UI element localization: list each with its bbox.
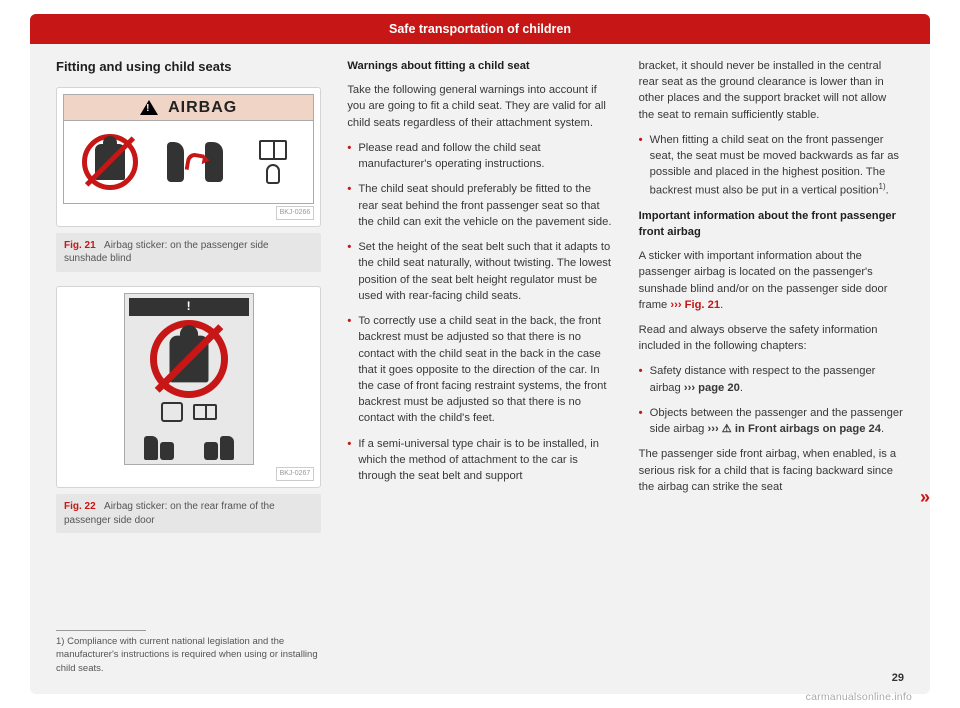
mini-seat-right-icon [197, 426, 241, 460]
col3-bullet-1: When fitting a child seat on the front p… [639, 132, 904, 199]
fig22-read-row [161, 402, 217, 422]
column-3: bracket, it should never be installed in… [639, 58, 904, 684]
fig22-caption-text: Airbag sticker: on the rear frame of the… [64, 501, 275, 526]
prohibit-child-seat-icon [82, 134, 138, 190]
pointing-hand-icon [266, 164, 280, 184]
airbag-label: AIRBAG [168, 96, 237, 119]
col3-subhead: Important information about the front pa… [639, 208, 904, 240]
fig21-caption: Fig. 21 Airbag sticker: on the passenger… [56, 233, 321, 272]
col2-intro: Take the following general warnings into… [347, 82, 612, 131]
col3-bullet-2: Safety distance with respect to the pass… [639, 363, 904, 395]
col3-p4: The passenger side front airbag, when en… [639, 446, 904, 495]
footnote-rule [56, 630, 146, 631]
col2-bullet-2: The child seat should preferably be fitt… [347, 181, 612, 230]
figure-22-box: BKJ-0267 [56, 286, 321, 488]
footnote-text: Compliance with current national legisla… [56, 636, 318, 674]
figure-21-box: AIRBAG BKJ-0266 [56, 87, 321, 227]
continuation-mark: » [920, 487, 930, 508]
col3-p3: Read and always observe the safety infor… [639, 322, 904, 354]
mini-seat-left-icon [137, 426, 181, 460]
col2-subhead: Warnings about fitting a child seat [347, 58, 612, 74]
col3-b1-sup: 1) [879, 182, 886, 191]
footnote-marker: 1) [56, 636, 64, 647]
col3-p2-ref: ››› Fig. 21 [670, 299, 720, 311]
content-area: Fitting and using child seats AIRBAG [30, 44, 930, 694]
col3-b1-end: . [886, 184, 889, 196]
fig22-wrap [63, 293, 314, 465]
column-1: Fitting and using child seats AIRBAG [56, 58, 321, 684]
manual-book-icon [259, 140, 287, 160]
col3-p2: A sticker with important information abo… [639, 248, 904, 313]
seat-back-icon [167, 142, 184, 182]
column-2: Warnings about fitting a child seat Take… [347, 58, 612, 684]
col2-bullet-3: Set the height of the seat belt such tha… [347, 239, 612, 304]
col2-bullet-1: Please read and follow the child seat ma… [347, 140, 612, 172]
fig21-ref: Fig. 21 [64, 240, 96, 251]
page-number: 29 [892, 672, 904, 684]
fig22-caption: Fig. 22 Airbag sticker: on the rear fram… [56, 494, 321, 533]
col3-b2-end: . [740, 382, 743, 394]
col2-bullet-4: To correctly use a child seat in the bac… [347, 313, 612, 427]
warning-triangle-icon [140, 100, 158, 115]
col3-continuation: bracket, it should never be installed in… [639, 58, 904, 123]
watermark: carmanualsonline.info [806, 691, 912, 703]
col3-bullet-3: Objects between the passenger and the pa… [639, 405, 904, 437]
child-seat-silhouette-icon [95, 144, 125, 180]
fig22-child-seat-silhouette-icon [169, 336, 208, 383]
fig21-warning-bar: AIRBAG [63, 94, 314, 120]
section-title: Fitting and using child seats [56, 58, 321, 77]
read-manual-group [251, 140, 295, 184]
fig22-seat-pair [129, 426, 249, 460]
seatbelt-icon [161, 402, 183, 422]
page-header: Safe transportation of children [30, 14, 930, 44]
col3-b2-ref: ››› page 20 [684, 382, 740, 394]
fig21-icon-row [63, 120, 314, 204]
fig22-warning-bar-icon [129, 298, 249, 316]
col3-b3-end: . [881, 423, 884, 435]
figure-21-graphic: AIRBAG [63, 94, 314, 204]
fig22-book-icon [193, 404, 217, 420]
fig21-imgref: BKJ-0266 [276, 206, 315, 220]
fig22-imgref: BKJ-0267 [276, 467, 315, 481]
fig22-prohibit-icon [150, 320, 228, 398]
fig22-ref: Fig. 22 [64, 501, 96, 512]
col3-p2-end: . [720, 299, 723, 311]
curved-arrow-icon [185, 151, 205, 172]
figure-22-graphic [124, 293, 254, 465]
col3-b1-text: When fitting a child seat on the front p… [650, 134, 899, 196]
col2-bullet-5: If a semi-universal type chair is to be … [347, 436, 612, 485]
col3-b3-ref: ››› ⚠ in Front airbags on page 24 [708, 423, 882, 435]
seat-reposition-icon [167, 134, 223, 190]
footnote: 1) Compliance with current national legi… [56, 635, 321, 675]
